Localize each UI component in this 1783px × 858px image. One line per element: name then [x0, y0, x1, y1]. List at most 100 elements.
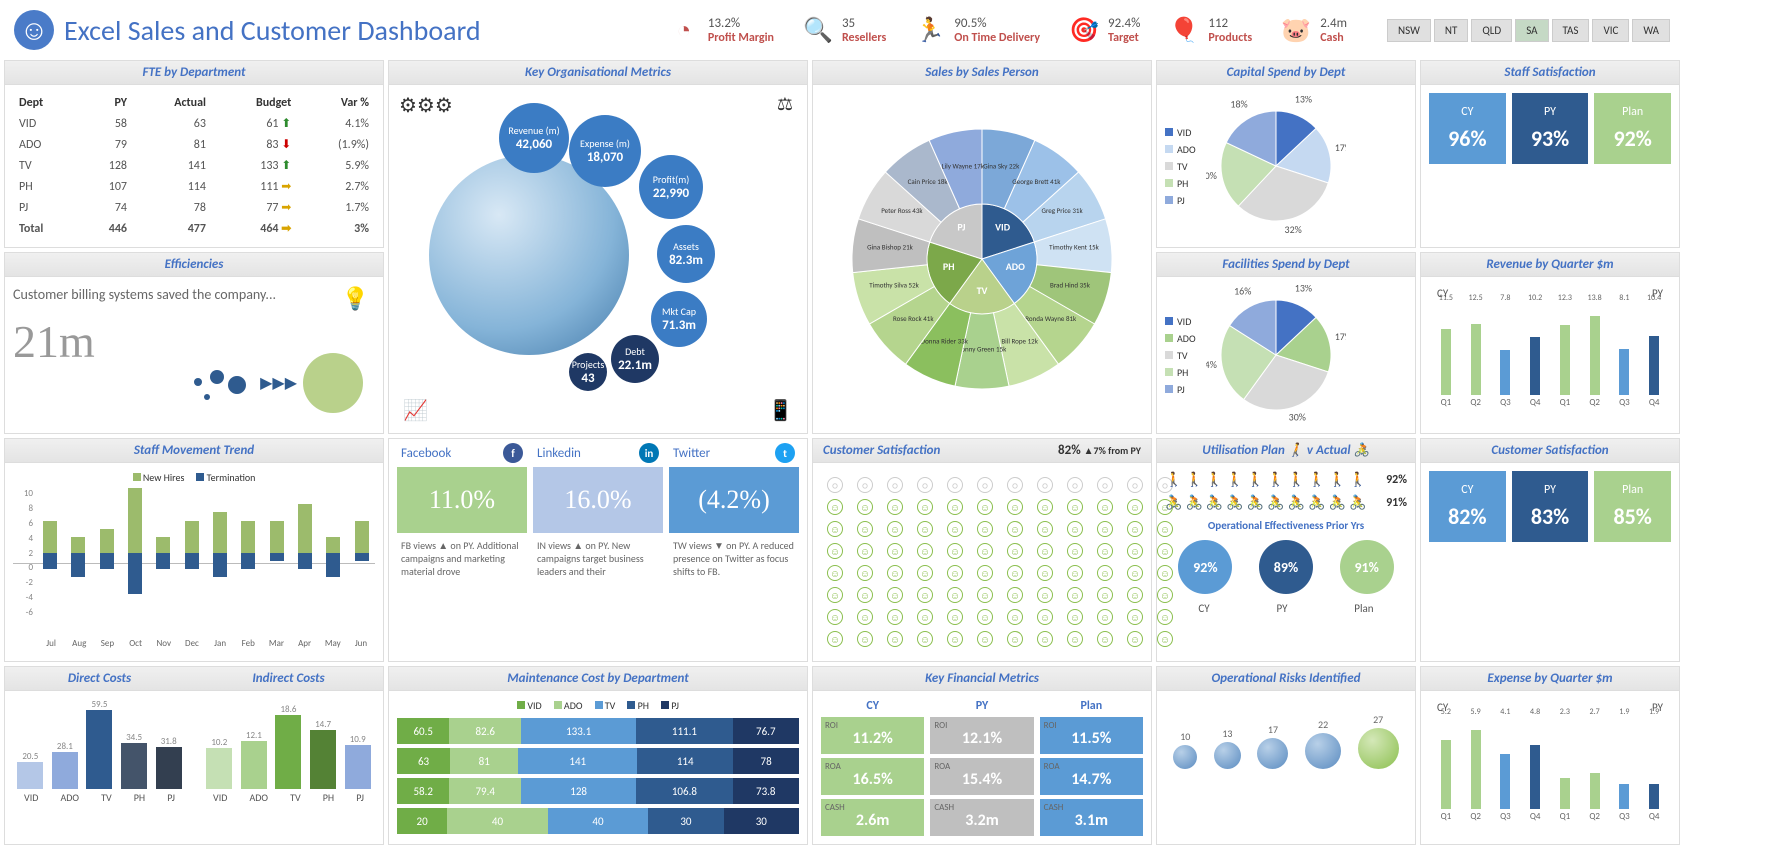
svg-text:Ronny Green 15k: Ronny Green 15k	[958, 345, 1007, 354]
face-icon: ☺	[1097, 587, 1113, 603]
header-kpi: 🏃 90.5% On Time Delivery	[914, 14, 1040, 46]
capital-spend-legend: VIDADOTVPHPJ	[1165, 126, 1196, 207]
svg-text:VID: VID	[995, 221, 1011, 234]
face-icon: ☺	[1067, 521, 1083, 537]
svg-text:PJ: PJ	[957, 221, 965, 234]
face-icon: ☺	[887, 543, 903, 559]
face-icon: ☺	[887, 609, 903, 625]
facilities-spend-panel: Facilities Spend by Dept VIDADOTVPHPJ 13…	[1156, 252, 1416, 434]
face-icon: ☺	[1037, 587, 1053, 603]
kpi-label: On Time Delivery	[954, 31, 1040, 45]
kpi-value: 13.2%	[708, 16, 774, 31]
svg-text:Donna Rider 33k: Donna Rider 33k	[921, 337, 969, 346]
state-button-nt[interactable]: NT	[1434, 19, 1468, 42]
expense-quarter-panel: Expense by Quarter $m CYPY 5.2Q15.9Q24.1…	[1420, 666, 1680, 845]
svg-text:Rose Rock 41k: Rose Rock 41k	[893, 314, 934, 323]
sales-person-panel: Sales by Sales Person VID ADO TV PH PJGi…	[812, 60, 1152, 434]
staff-sat-title: Staff Satisfaction	[1421, 61, 1679, 85]
state-button-nsw[interactable]: NSW	[1387, 19, 1431, 42]
face-icon: ☺	[887, 521, 903, 537]
header-kpi: 🔍 35 Resellers	[802, 14, 886, 46]
face-icon: ☺	[827, 499, 843, 515]
face-icon: ☺	[1097, 521, 1113, 537]
fte-panel: FTE by Department DeptPYActualBudgetVar …	[4, 60, 384, 248]
state-button-vic[interactable]: VIC	[1592, 19, 1629, 42]
face-icon: ☺	[947, 609, 963, 625]
staff-sat-panel: Staff Satisfaction CY96% PY93% Plan92%	[1420, 60, 1680, 248]
kpi-icon: 🎈	[1168, 14, 1200, 46]
face-icon: ☺	[1127, 609, 1143, 625]
state-button-qld[interactable]: QLD	[1471, 19, 1512, 42]
cust-sat-cards: CY82% PY83% Plan85%	[1429, 471, 1671, 542]
metric-bubble: Expense (m)18,070	[569, 115, 641, 187]
kpi-icon: ◔	[668, 14, 700, 46]
sat-card: CY82%	[1429, 471, 1506, 542]
state-button-sa[interactable]: SA	[1515, 19, 1548, 42]
face-icon: ☺	[977, 521, 993, 537]
face-icon: ☺	[1007, 499, 1023, 515]
kpi-value: 90.5%	[954, 16, 1040, 31]
face-icon: ☺	[977, 587, 993, 603]
capital-spend-pie: 13% 17% 32% 20% 18%	[1206, 96, 1346, 236]
twitter-icon: t	[775, 443, 795, 463]
header-kpi: 🎈 112 Products	[1168, 14, 1252, 46]
face-icon: ○	[1067, 477, 1083, 493]
face-icon: ☺	[1127, 631, 1143, 647]
svg-text:Greg Price 31k: Greg Price 31k	[1042, 206, 1084, 215]
svg-text:Timothy Silva 52k: Timothy Silva 52k	[869, 281, 919, 290]
staff-sat-cards: CY96% PY93% Plan92%	[1429, 93, 1671, 164]
staff-move-legend: New Hires Termination	[13, 471, 375, 484]
metric-bubble: Profit(m)22,990	[639, 155, 703, 219]
util-actual-row: 🚴🚴🚴🚴🚴🚴🚴🚴🚴🚴91%	[1165, 494, 1407, 511]
social-card-facebook: Facebookf 11.0% FB views ▲ on PY. Additi…	[397, 443, 527, 653]
svg-text:13%: 13%	[1294, 96, 1311, 106]
social-card-twitter: Twittert (4.2%) TW views ▼ on PY. A redu…	[669, 443, 799, 653]
face-icon: ☺	[857, 609, 873, 625]
sat-card: PY93%	[1512, 93, 1589, 164]
efficiencies-title: Efficiencies	[5, 253, 383, 277]
sales-sunburst-chart: VID ADO TV PH PJGina Sky 22kGeorge Brett…	[842, 119, 1122, 399]
face-icon: ☺	[857, 543, 873, 559]
face-icon: ☺	[857, 521, 873, 537]
face-icon: ☺	[1007, 631, 1023, 647]
face-icon: ☺	[1037, 565, 1053, 581]
capital-spend-title: Capital Spend by Dept	[1157, 61, 1415, 85]
face-icon: ☺	[1067, 499, 1083, 515]
face-icon: ○	[1037, 477, 1053, 493]
face-icon: ○	[977, 477, 993, 493]
state-button-tas[interactable]: TAS	[1552, 19, 1590, 42]
maintenance-legend: VID ADO TV PH PJ	[397, 699, 799, 712]
trend-icon: 📈	[403, 398, 428, 423]
social-panel: Facebookf 11.0% FB views ▲ on PY. Additi…	[388, 438, 808, 662]
svg-text:PH: PH	[943, 260, 955, 273]
fte-table: DeptPYActualBudgetVar %VID586361 ⬆4.1%AD…	[13, 93, 375, 239]
svg-text:30%: 30%	[1288, 411, 1305, 424]
face-icon: ☺	[1097, 543, 1113, 559]
face-icon: ☺	[1007, 609, 1023, 625]
kpi-label: Profit Margin	[708, 31, 774, 45]
face-icon: ☺	[827, 565, 843, 581]
cust-sat-cards-panel: Customer Satisfaction CY82% PY83% Plan85…	[1420, 438, 1680, 662]
kpi-label: Products	[1208, 31, 1252, 45]
scale-icon: ⚖	[777, 93, 793, 115]
face-icon: ☺	[1037, 609, 1053, 625]
svg-text:Timothy Kent 15k: Timothy Kent 15k	[1049, 242, 1100, 251]
linkedin-icon: in	[639, 443, 659, 463]
face-icon: ☺	[1097, 631, 1113, 647]
expense-quarter-title: Expense by Quarter $m	[1421, 667, 1679, 691]
face-icon: ☺	[917, 631, 933, 647]
face-icon: ☺	[1007, 587, 1023, 603]
maintenance-title: Maintenance Cost by Department	[389, 667, 807, 691]
face-icon: ☺	[1037, 543, 1053, 559]
face-icon: ☺	[1127, 521, 1143, 537]
face-icon: ☺	[887, 499, 903, 515]
state-button-wa[interactable]: WA	[1632, 19, 1670, 42]
face-icon: ☺	[917, 543, 933, 559]
face-icon: ☺	[977, 499, 993, 515]
utilisation-title: Utilisation Plan 🚶 v Actual 🚴	[1157, 439, 1415, 463]
face-icon: ☺	[827, 521, 843, 537]
efficiencies-panel: Efficiencies Customer billing systems sa…	[4, 252, 384, 434]
svg-text:Bill Rope 12k: Bill Rope 12k	[1001, 337, 1038, 346]
face-icon: ☺	[827, 631, 843, 647]
face-icon: ☺	[1037, 499, 1053, 515]
